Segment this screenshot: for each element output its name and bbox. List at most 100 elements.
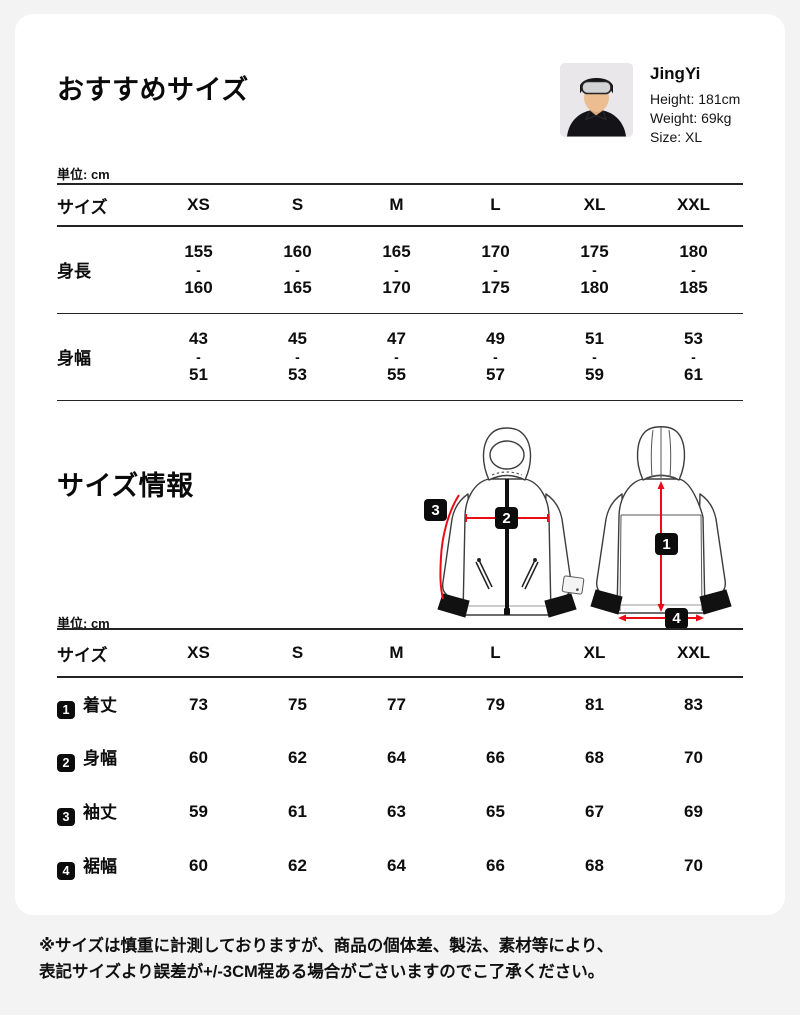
size-column-header: S	[248, 629, 347, 678]
front-zipper	[505, 479, 509, 615]
measure-number-badge: 4	[57, 862, 75, 880]
size-value-cell: 70	[684, 856, 703, 875]
unit-label: 単位: cm	[57, 167, 110, 182]
size-value-cell: 47-55	[347, 313, 446, 401]
size-value-cell: 68	[585, 856, 604, 875]
size-value-cell: 61	[288, 802, 307, 821]
size-value-cell: 59	[189, 802, 208, 821]
measure-line-sleeve	[439, 494, 460, 600]
measure-number-badge: 3	[57, 808, 75, 826]
marker-2: 2	[495, 507, 518, 529]
content-card: おすすめサイズ JingYi Height: 181cm Weight: 69k…	[15, 14, 785, 915]
size-column-header: XS	[149, 184, 248, 227]
front-pockets	[475, 558, 539, 590]
measure-number-badge: 2	[57, 754, 75, 772]
size-row-header-title: サイズ	[57, 184, 149, 227]
table-row: 身長 155-160 160-165 165-170 170-175 175-180 180…	[57, 226, 743, 314]
size-value-cell: 73	[189, 694, 208, 714]
model-weight: Weight: 69kg	[650, 110, 732, 126]
hood-stitching	[491, 471, 523, 476]
table-row: 4 裾幅 60 62 64 66 68 70	[57, 839, 743, 893]
size-value-cell: 79	[486, 694, 505, 714]
size-value-cell: 67	[585, 802, 604, 821]
size-value-cell: 63	[387, 802, 406, 821]
size-value-cell: 165-170	[347, 226, 446, 314]
size-column-header: XXL	[644, 629, 743, 678]
size-value-cell: 77	[387, 694, 406, 714]
size-value-cell: 43-51	[149, 313, 248, 401]
size-value-cell: 60	[189, 856, 208, 875]
model-name: JingYi	[650, 64, 701, 83]
size-value-cell: 175-180	[545, 226, 644, 314]
size-value-cell: 180-185	[644, 226, 743, 314]
svg-text:1: 1	[662, 536, 670, 553]
size-value-cell: 81	[585, 694, 604, 714]
model-photo	[560, 63, 633, 137]
row-label: 身幅	[83, 749, 117, 768]
front-cuffs	[437, 593, 577, 618]
size-table-header-row: サイズ XS S M L XL XXL	[57, 184, 743, 227]
svg-text:2: 2	[502, 510, 510, 527]
marker-4: 4	[665, 608, 688, 629]
size-value-cell: 155-160	[149, 226, 248, 314]
size-value-cell: 66	[486, 748, 505, 767]
table-row: 2 身幅 60 62 64 66 68 70	[57, 731, 743, 785]
size-value-cell: 170-175	[446, 226, 545, 314]
row-label-cell: 3 袖丈	[57, 785, 149, 839]
size-value-cell: 69	[684, 802, 703, 821]
size-value-cell: 70	[684, 748, 703, 767]
row-label-cell: 2 身幅	[57, 731, 149, 785]
size-value-cell: 51-59	[545, 313, 644, 401]
row-label: 袖丈	[83, 803, 117, 822]
row-label-cell: 4 裾幅	[57, 839, 149, 893]
row-label: 身幅	[57, 349, 91, 368]
row-label-cell: 身幅	[57, 313, 149, 401]
jacket-measurement-diagram: 2 3	[412, 422, 752, 630]
size-column-header: M	[347, 184, 446, 227]
size-value-cell: 160-165	[248, 226, 347, 314]
disclaimer-line-2: 表記サイズより誤差が+/-3CM程ある場合がごさいますのでこ了承ください。	[39, 963, 605, 981]
row-label-cell: 身長	[57, 226, 149, 314]
size-value-cell: 45-53	[248, 313, 347, 401]
svg-text:4: 4	[672, 610, 681, 627]
size-column-header: XL	[545, 184, 644, 227]
size-value-cell: 62	[288, 748, 307, 767]
zipper-pull	[504, 608, 510, 615]
size-value-cell: 62	[288, 856, 307, 875]
size-column-header: XS	[149, 629, 248, 678]
size-value-cell: 75	[288, 694, 307, 714]
size-value-cell: 64	[387, 748, 406, 767]
unit-label: 単位: cm	[57, 616, 110, 631]
row-label: 着丈	[83, 695, 117, 715]
back-cuffs	[590, 589, 732, 615]
size-disclaimer: ※サイズは慎重に計測しておりますが、商品の個体差、製法、素材等により、 表記サイ…	[39, 933, 779, 985]
size-value-cell: 66	[486, 856, 505, 875]
size-info-table: サイズ XS S M L XL XXL 1 着丈 73 75 77 79 81 83 2 身幅 60 62 64 66 6…	[57, 628, 743, 893]
size-value-cell: 49-57	[446, 313, 545, 401]
model-avatar-illustration	[560, 63, 633, 137]
recommended-size-table: サイズ XS S M L XL XXL 身長 155-160 160-165 165-170 170-…	[57, 183, 743, 401]
size-column-header: L	[446, 629, 545, 678]
disclaimer-line-1: ※サイズは慎重に計測しておりますが、商品の個体差、製法、素材等により、	[39, 937, 614, 955]
size-column-header: L	[446, 184, 545, 227]
table-row: 3 袖丈 59 61 63 65 67 69	[57, 785, 743, 839]
marker-1: 1	[655, 533, 678, 555]
size-column-header: XL	[545, 629, 644, 678]
size-value-cell: 65	[486, 802, 505, 821]
size-value-cell: 83	[684, 694, 703, 714]
model-height: Height: 181cm	[650, 91, 741, 107]
size-info-title: サイズ情報	[57, 471, 194, 501]
size-value-cell: 68	[585, 748, 604, 767]
marker-3: 3	[424, 499, 447, 521]
size-column-header: M	[347, 629, 446, 678]
model-info: JingYi Height: 181cm Weight: 69kg Size: …	[650, 64, 740, 147]
size-table-header-row: サイズ XS S M L XL XXL	[57, 629, 743, 678]
size-column-header: XXL	[644, 184, 743, 227]
size-value-cell: 64	[387, 856, 406, 875]
table-row: 身幅 43-51 45-53 47-55 49-57 51-59 53-61	[57, 313, 743, 401]
size-column-header: S	[248, 184, 347, 227]
row-label-cell: 1 着丈	[57, 677, 149, 731]
recommended-size-title: おすすめサイズ	[57, 75, 249, 105]
measure-number-badge: 1	[57, 700, 75, 719]
